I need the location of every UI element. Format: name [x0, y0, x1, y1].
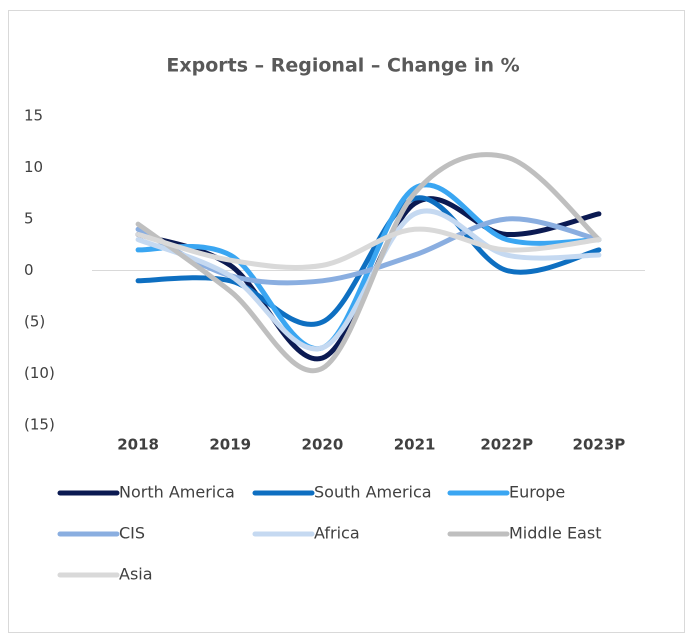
y-tick-label: 15 [24, 107, 43, 125]
legend-label: Asia [119, 565, 153, 584]
chart-title: Exports – Regional – Change in % [166, 55, 519, 77]
series-line [135, 226, 602, 270]
y-tick-label: 0 [24, 261, 34, 279]
x-tick-label: 2022P [480, 436, 533, 454]
legend-label: Middle East [509, 524, 601, 543]
x-tick-label: 2023P [573, 436, 626, 454]
legend-label: Africa [314, 524, 360, 543]
y-tick-label: 10 [24, 158, 43, 176]
y-tick-label: (10) [24, 364, 55, 382]
series-line [135, 152, 602, 374]
legend-label: North America [119, 483, 235, 502]
x-tick-label: 2020 [302, 436, 344, 454]
series-line [135, 182, 602, 352]
y-tick-label: (5) [24, 313, 45, 331]
y-tick-label: (15) [24, 416, 55, 434]
y-tick-label: 5 [24, 210, 34, 228]
x-tick-label: 2019 [209, 436, 251, 454]
series-line [135, 195, 602, 327]
x-tick-label: 2018 [117, 436, 159, 454]
x-tick-label: 2021 [394, 436, 436, 454]
legend-label: South America [314, 483, 432, 502]
legend-label: Europe [509, 483, 565, 502]
legend-label: CIS [119, 524, 145, 543]
